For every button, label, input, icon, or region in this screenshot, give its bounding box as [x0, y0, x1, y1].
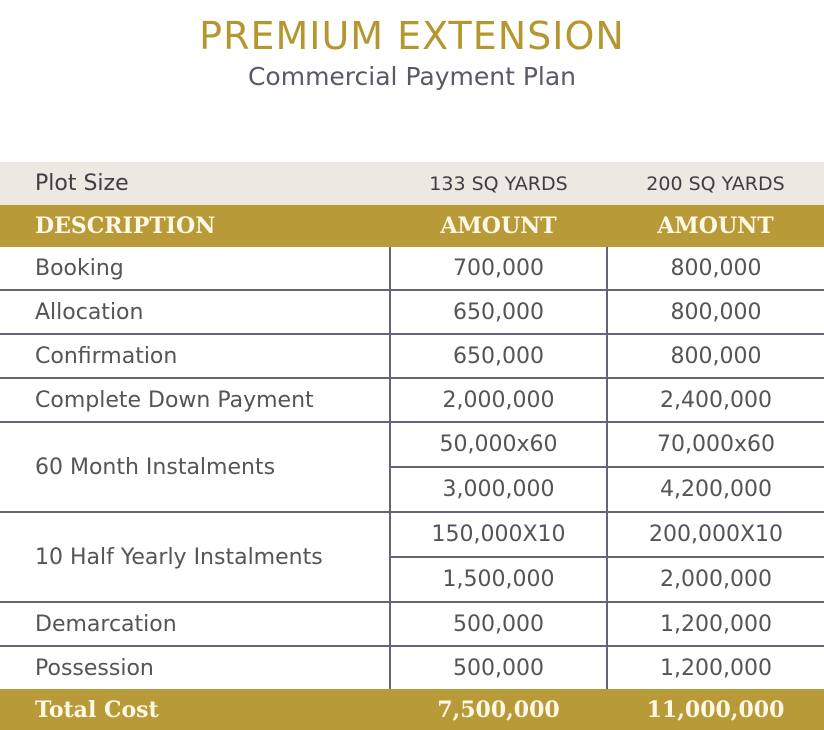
monthly-col1-total: 3,000,000 — [389, 466, 607, 512]
row-label: Booking — [35, 255, 124, 281]
table-row: Booking 700,000 800,000 — [0, 247, 824, 290]
half-yearly-total-row: 1,500,000 2,000,000 — [0, 556, 824, 602]
row-col1: 500,000 — [389, 645, 607, 689]
monthly-col2-total: 4,200,000 — [606, 466, 824, 512]
row-label: Complete Down Payment — [0, 377, 390, 422]
row-col2: 800,000 — [606, 247, 824, 290]
half-yearly-col2-rate: 200,000X10 — [606, 511, 824, 557]
row-col1: 700,000 — [389, 247, 607, 290]
payment-plan-table: Plot Size 133 SQ YARDS 200 SQ YARDS DESC… — [0, 162, 824, 730]
monthly-total-row: 3,000,000 4,200,000 — [0, 466, 824, 512]
row-col1: 650,000 — [389, 289, 607, 334]
page-subtitle: Commercial Payment Plan — [247, 62, 577, 91]
row-label: Confirmation — [0, 333, 390, 378]
monthly-rate-row: 60 Month Instalments 50,000x60 70,000x60 — [0, 421, 824, 512]
table-row: Complete Down Payment 2,000,000 2,400,00… — [0, 377, 824, 422]
monthly-col1-rate: 50,000x60 — [389, 421, 607, 467]
header-description: DESCRIPTION — [0, 205, 390, 247]
row-col1: 650,000 — [389, 333, 607, 378]
total-label: Total Cost — [0, 689, 390, 730]
half-yearly-label: 10 Half Yearly Instalments — [0, 511, 390, 602]
plot-size-row: Plot Size 133 SQ YARDS 200 SQ YARDS — [0, 162, 824, 205]
row-label: Possession — [0, 645, 390, 689]
row-label: Allocation — [0, 289, 390, 334]
header-row: DESCRIPTION AMOUNT AMOUNT — [0, 205, 824, 247]
plot-size-col2: 200 SQ YARDS — [607, 162, 824, 205]
plot-size-col1: 133 SQ YARDS — [390, 162, 607, 205]
row-col2: 1,200,000 — [606, 601, 824, 646]
monthly-col2-rate: 70,000x60 — [606, 421, 824, 467]
row-col1: 2,000,000 — [389, 377, 607, 422]
row-col2: 1,200,000 — [606, 645, 824, 689]
half-yearly-col1-rate: 150,000X10 — [389, 511, 607, 557]
half-yearly-col1-total: 1,500,000 — [389, 556, 607, 602]
header-amount-2: AMOUNT — [607, 205, 824, 247]
page-title: PREMIUM EXTENSION — [199, 14, 625, 58]
plot-size-label: Plot Size — [0, 162, 390, 205]
row-col2: 800,000 — [606, 289, 824, 334]
total-col2: 11,000,000 — [607, 689, 824, 730]
table-row: Confirmation 650,000 800,000 — [0, 333, 824, 378]
total-row: Total Cost 7,500,000 11,000,000 — [0, 689, 824, 730]
total-col1: 7,500,000 — [390, 689, 607, 730]
half-yearly-col2-total: 2,000,000 — [606, 556, 824, 602]
table-row: Demarcation 500,000 1,200,000 — [0, 601, 824, 646]
table-row: Allocation 650,000 800,000 — [0, 289, 824, 334]
table-row: Possession 500,000 1,200,000 — [0, 645, 824, 689]
row-col2: 2,400,000 — [606, 377, 824, 422]
row-label: Demarcation — [0, 601, 390, 646]
header-amount-1: AMOUNT — [390, 205, 607, 247]
monthly-label: 60 Month Instalments — [0, 421, 390, 512]
row-col1: 500,000 — [389, 601, 607, 646]
row-col2: 800,000 — [606, 333, 824, 378]
half-yearly-rate-row: 10 Half Yearly Instalments 150,000X10 20… — [0, 511, 824, 602]
